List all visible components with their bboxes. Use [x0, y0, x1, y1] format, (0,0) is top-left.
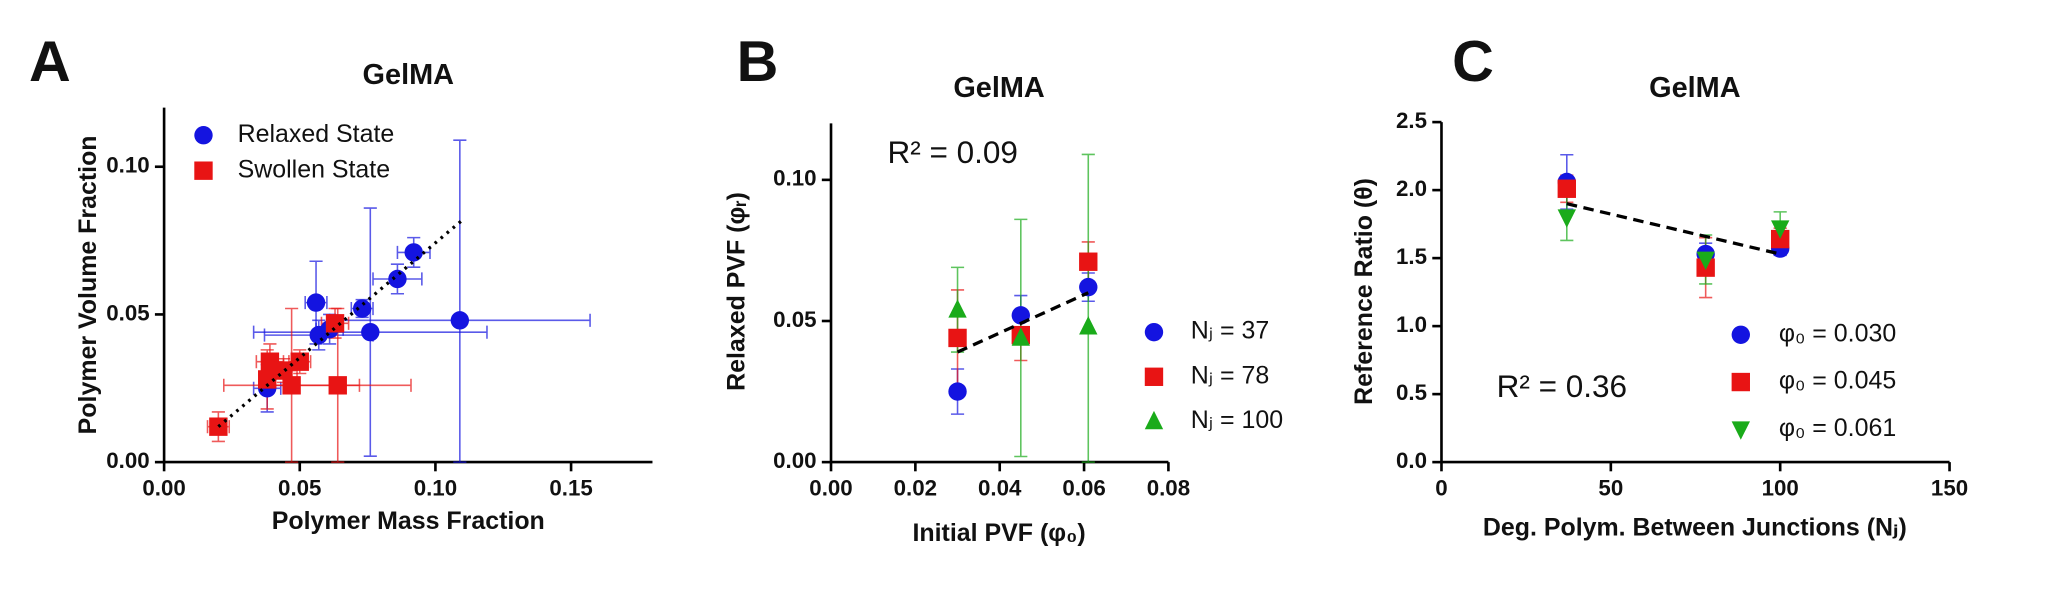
legend-label: Swollen State — [238, 155, 391, 183]
x-axis-label: Deg. Polym. Between Junctions (Nⱼ) — [1483, 514, 1907, 542]
y-tick-label: 0.5 — [1396, 380, 1427, 405]
fit-line — [956, 291, 1089, 354]
legend-marker — [1144, 322, 1164, 342]
y-tick-label: 0.00 — [773, 448, 816, 473]
marker — [1557, 179, 1576, 198]
x-axis-label: Polymer Mass Fraction — [272, 507, 545, 535]
fit-line — [217, 218, 464, 428]
marker — [282, 376, 301, 395]
panel-letter: C — [1452, 30, 1494, 94]
y-tick-label: 1.5 — [1396, 244, 1427, 269]
y-error-bar — [1081, 153, 1095, 463]
y-tick-label: 0.00 — [106, 448, 149, 473]
legend-label: φ₀ = 0.030 — [1779, 319, 1896, 347]
annotation: R² = 0.36 — [1497, 368, 1627, 404]
marker — [328, 376, 347, 395]
marker — [1770, 229, 1790, 249]
marker — [1079, 252, 1098, 271]
marker — [388, 269, 407, 289]
legend-label: φ₀ = 0.045 — [1779, 367, 1896, 395]
annotation: R² = 0.09 — [887, 134, 1017, 170]
marker — [450, 311, 470, 330]
chart-title: GelMA — [1649, 72, 1741, 104]
y-axis-label: Relaxed PVF (φᵣ) — [722, 192, 750, 391]
marker — [948, 328, 967, 348]
legend-label: Relaxed State — [238, 120, 395, 148]
marker — [290, 352, 309, 371]
legend-label: Nⱼ = 37 — [1191, 317, 1270, 345]
y-tick-label: 2.5 — [1396, 108, 1427, 133]
y-axis-label: Reference Ratio (θ) — [1350, 178, 1378, 405]
x-tick-label: 150 — [1931, 476, 1968, 501]
marker — [948, 382, 967, 401]
marker — [1696, 251, 1715, 270]
y-axis-label: Polymer Volume Fraction — [74, 135, 102, 434]
marker — [361, 322, 380, 342]
legend-marker — [1731, 421, 1750, 440]
x-tick-label: 0.06 — [1062, 476, 1105, 501]
y-tick-label: 0.0 — [1396, 448, 1427, 473]
x-axis-label: Initial PVF (φ₀) — [912, 519, 1085, 547]
marker — [1079, 277, 1098, 297]
x-tick-label: 0.08 — [1147, 476, 1190, 501]
legend-label: φ₀ = 0.061 — [1779, 414, 1896, 442]
marker — [306, 293, 326, 312]
x-tick-label: 0.05 — [278, 476, 321, 501]
y-tick-label: 1.0 — [1396, 312, 1427, 337]
y-tick-label: 0.05 — [773, 307, 816, 332]
x-tick-label: 0.04 — [978, 476, 1022, 501]
x-tick-label: 0.00 — [809, 476, 852, 501]
panel-letter: A — [29, 30, 71, 94]
marker — [404, 243, 423, 262]
x-tick-label: 0.00 — [142, 476, 185, 501]
legend-marker — [194, 126, 213, 145]
marker — [948, 299, 967, 318]
x-tick-label: 100 — [1762, 476, 1799, 501]
y-error-bar — [453, 139, 467, 463]
legend-marker — [1731, 325, 1750, 344]
legend-label: Nⱼ = 100 — [1191, 406, 1283, 434]
marker — [1557, 209, 1576, 228]
marker — [352, 299, 372, 318]
y-tick-label: 0.10 — [106, 153, 149, 178]
y-tick-label: 0.10 — [773, 166, 816, 191]
marker — [1770, 220, 1790, 239]
x-tick-label: 0.02 — [894, 476, 937, 501]
y-tick-label: 0.05 — [106, 300, 149, 325]
panel-letter: B — [737, 30, 779, 94]
x-tick-label: 0.15 — [549, 476, 592, 501]
legend-marker — [1144, 410, 1164, 430]
x-tick-label: 0.10 — [414, 476, 457, 501]
x-tick-label: 0 — [1435, 476, 1447, 501]
legend-marker — [1731, 372, 1750, 392]
legend-label: Nⱼ = 78 — [1191, 361, 1270, 389]
marker — [1011, 327, 1030, 346]
marker — [258, 370, 277, 389]
y-tick-label: 2.0 — [1396, 176, 1427, 201]
legend-marker — [1144, 367, 1164, 386]
x-tick-label: 50 — [1598, 476, 1623, 501]
legend-marker — [194, 161, 213, 180]
fit-line — [1566, 202, 1781, 256]
chart-title: GelMA — [363, 59, 455, 91]
marker — [325, 314, 345, 333]
chart-title: GelMA — [953, 72, 1045, 104]
marker — [1079, 316, 1098, 335]
